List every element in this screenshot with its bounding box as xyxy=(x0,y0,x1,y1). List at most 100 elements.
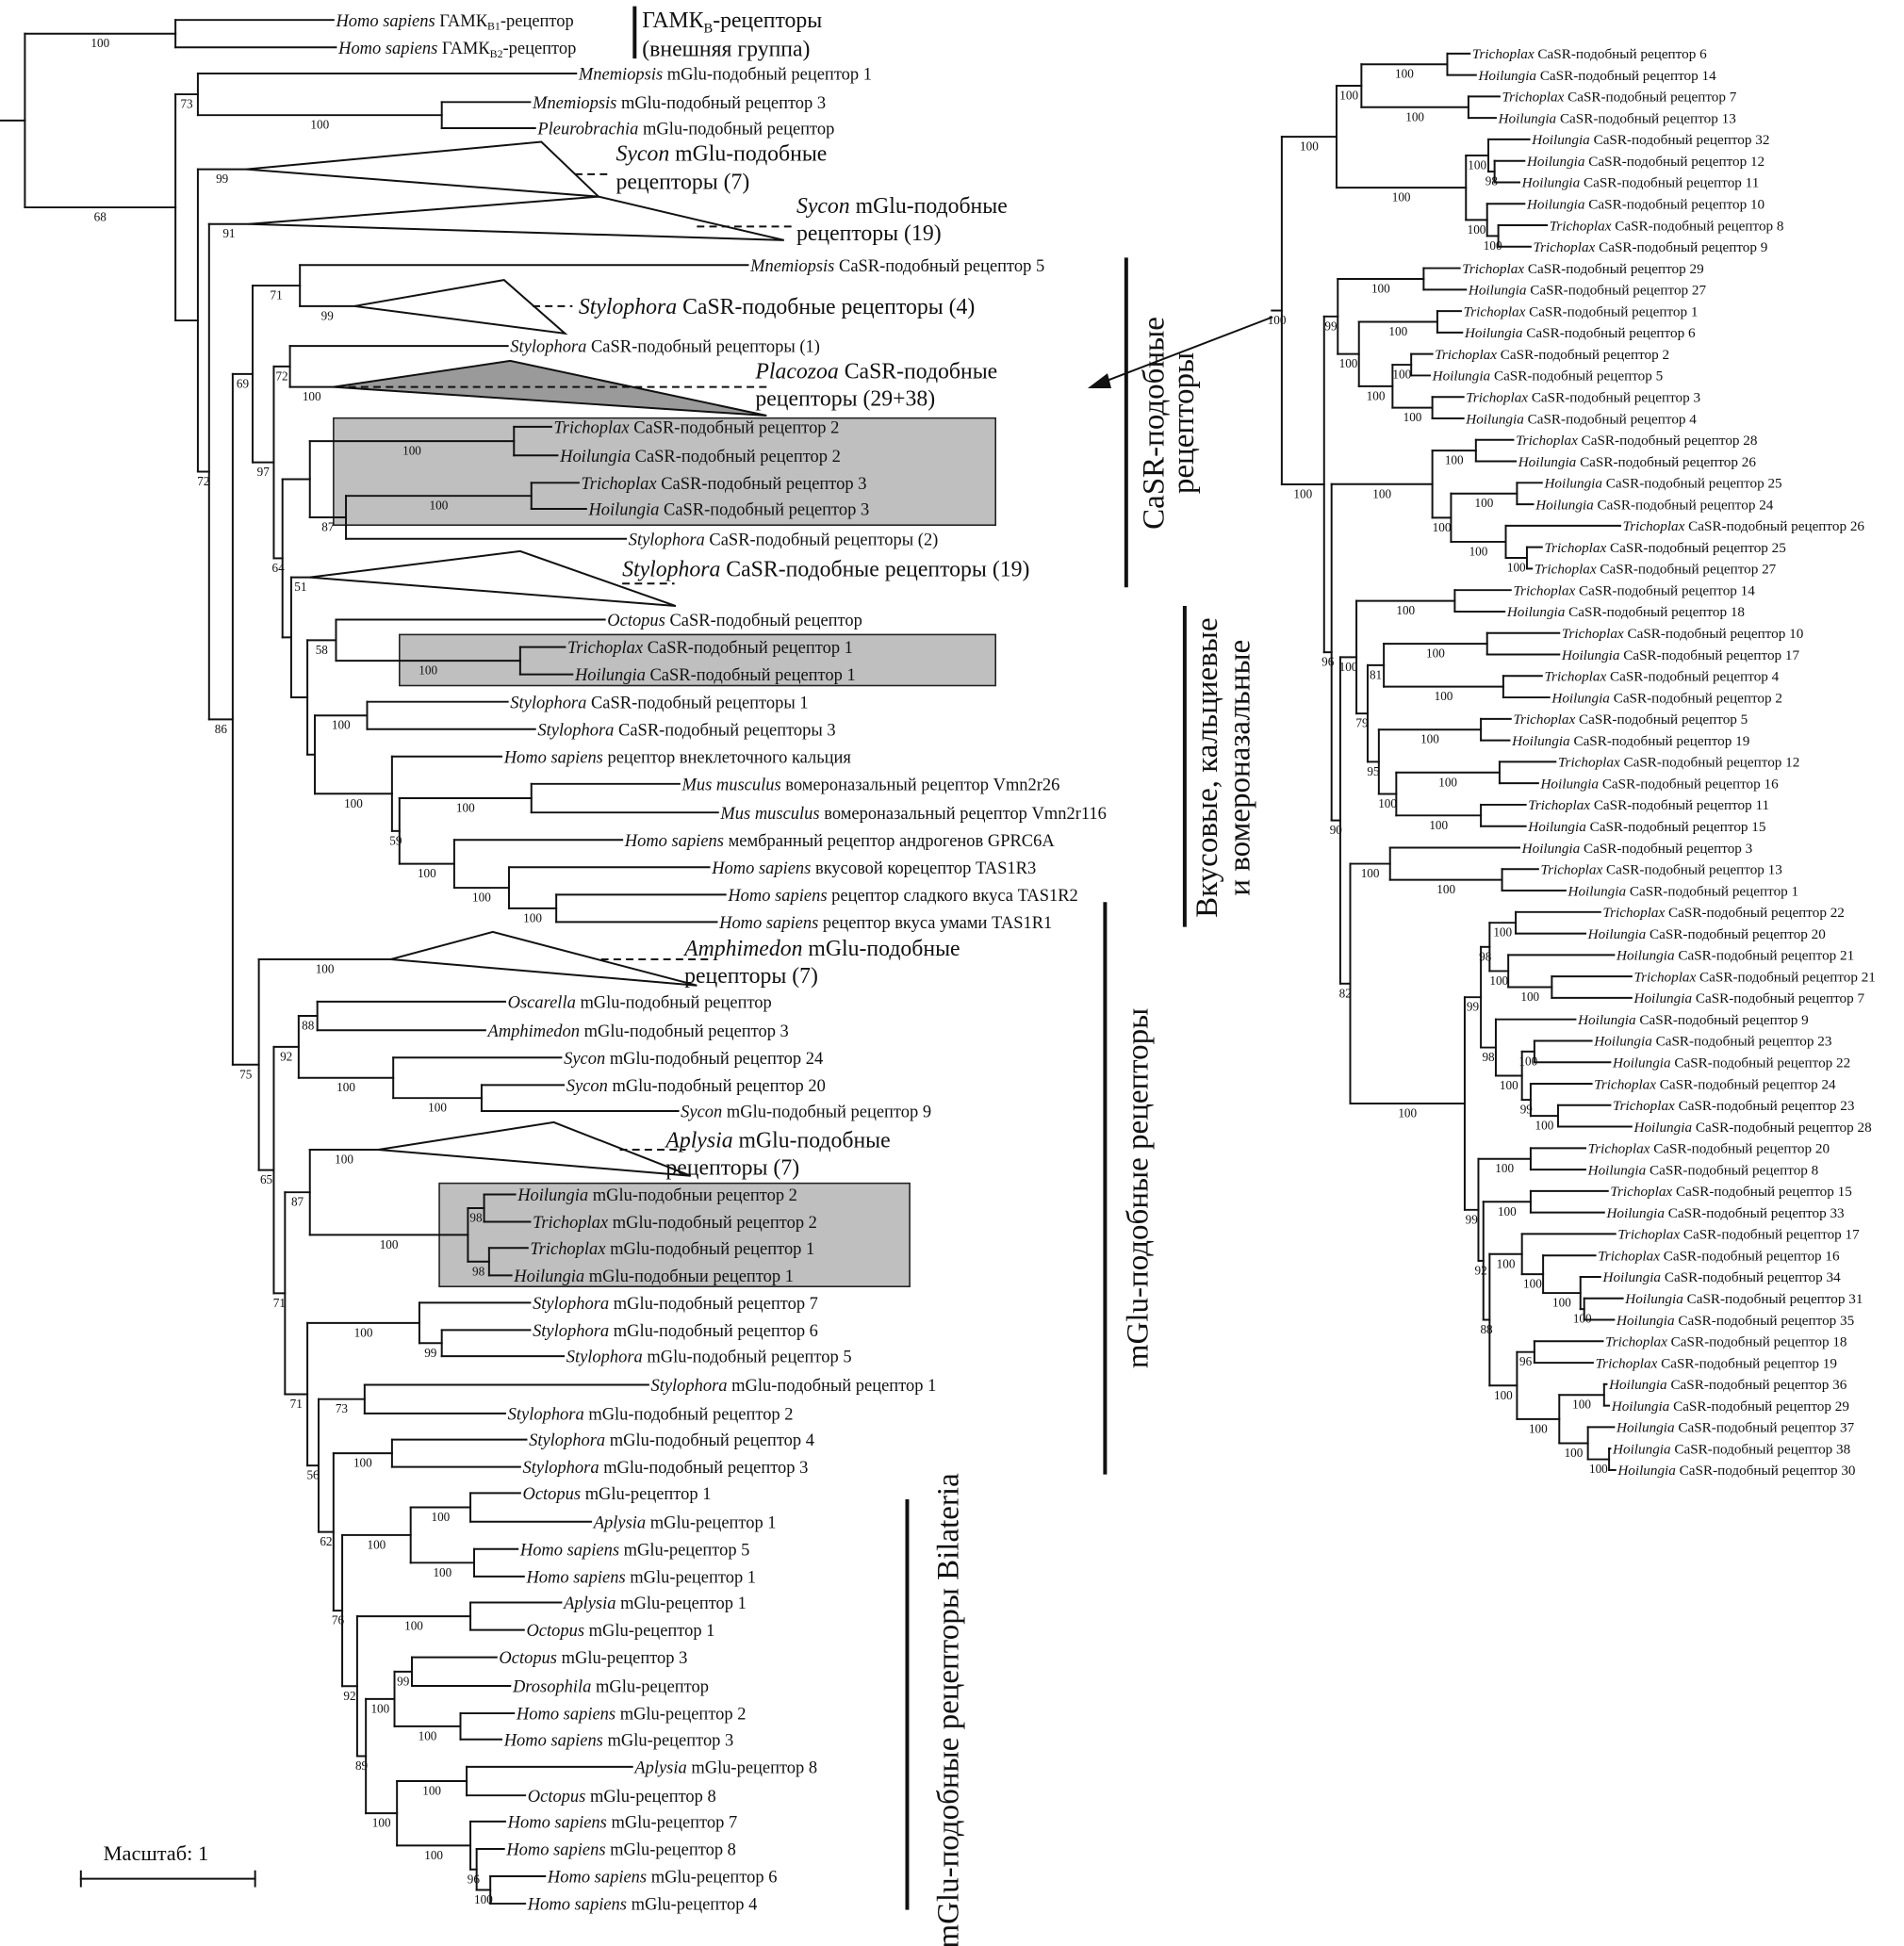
leaf-label: Octopus mGlu-рецептор 3 xyxy=(499,1648,687,1667)
bootstrap-value: 88 xyxy=(302,1019,315,1033)
leaf-label: Hoilungia CaSR-подобный рецептор 3 xyxy=(587,500,869,519)
leaf-label: Hoilungia CaSR-подобный рецептор 31 xyxy=(1624,1291,1863,1307)
leaf-label: Stylophora CaSR-подобный рецепторы 3 xyxy=(537,720,835,739)
leaf-label: Homo sapiens ГАМКВ1-рецептор xyxy=(335,11,573,33)
bootstrap-value: 100 xyxy=(1396,603,1415,617)
bootstrap-value: 100 xyxy=(1468,158,1486,172)
leaf-label: Trichoplax CaSR-подобный рецептор 16 xyxy=(1598,1248,1840,1264)
bootstrap-value: 100 xyxy=(354,1325,373,1339)
bootstrap-value: 100 xyxy=(1403,410,1422,424)
bootstrap-value: 100 xyxy=(1398,1106,1417,1120)
leaf-label: Octopus mGlu-рецептор 8 xyxy=(528,1787,716,1806)
leaf-label: Hoilungia CaSR-подобный рецептор 14 xyxy=(1477,68,1716,84)
leaf-label: Trichoplax CaSR-подобный рецептор 20 xyxy=(1588,1141,1830,1157)
collapsed-clade-triangle xyxy=(246,140,601,198)
leaf-label: Stylophora mGlu-подобный рецептор 1 xyxy=(650,1376,936,1395)
bootstrap-value: 100 xyxy=(1392,368,1411,382)
leaf-label: Stylophora mGlu-подобный рецептор 5 xyxy=(566,1348,852,1366)
leaf-label: Homo sapiens mGlu-рецептор 7 xyxy=(507,1813,738,1832)
bootstrap-value: 100 xyxy=(419,1728,437,1742)
bootstrap-value: 100 xyxy=(424,1848,443,1862)
collapsed-clade-label: Stylophora CaSR-подобные рецепторы (4) xyxy=(579,295,975,319)
bootstrap-value: 100 xyxy=(1436,882,1455,896)
leaf-label: Hoilungia CaSR-подобный рецептор 11 xyxy=(1521,175,1760,191)
bootstrap-value: 100 xyxy=(1445,453,1464,467)
outgroup-label-line2: (внешняя группа) xyxy=(642,37,810,61)
bootstrap-value: 100 xyxy=(303,389,321,403)
leaf-label: Hoilungia CaSR-подобный рецептор 16 xyxy=(1539,776,1779,792)
bootstrap-value: 100 xyxy=(1493,925,1512,940)
bootstrap-value: 100 xyxy=(1518,1054,1537,1068)
leaf-label: Stylophora mGlu-подобный рецептор 6 xyxy=(533,1321,818,1340)
bootstrap-value: 100 xyxy=(316,962,335,976)
bootstrap-value: 58 xyxy=(316,643,329,657)
leaf-label: Hoilungia CaSR-подобный рецептор 28 xyxy=(1633,1120,1873,1136)
collapsed-clade-label-line2: рецепторы (7) xyxy=(665,1155,799,1180)
leaf-label: Hoilungia CaSR-подобный рецептор 33 xyxy=(1605,1205,1844,1221)
leaf-label: Trichoplax CaSR-подобный рецептор 15 xyxy=(1610,1184,1851,1200)
leaf-label: Homo sapiens mGlu-рецептор 8 xyxy=(505,1840,736,1859)
leaf-label: Trichoplax CaSR-подобный рецептор 25 xyxy=(1544,540,1785,556)
bootstrap-value: 100 xyxy=(1420,732,1439,746)
bootstrap-value: 79 xyxy=(1355,716,1369,730)
leaf-label: Homo sapiens mGlu-рецептор 4 xyxy=(527,1895,758,1914)
leaf-label: Trichoplax CaSR-подобный рецептор 24 xyxy=(1594,1076,1836,1092)
collapsed-clade-label-line2: рецепторы (19) xyxy=(796,221,942,246)
bootstrap-value: 100 xyxy=(1435,689,1453,703)
bootstrap-value: 100 xyxy=(1489,973,1508,988)
bootstrap-value: 100 xyxy=(90,36,109,50)
bootstrap-value: 100 xyxy=(370,1701,389,1715)
bootstrap-value: 100 xyxy=(1589,1462,1608,1476)
bootstrap-value: 91 xyxy=(222,226,235,240)
leaf-label: Mus musculus вомероназальный рецептор Vm… xyxy=(681,775,1060,793)
leaf-label: Mnemiopsis mGlu-подобный рецептор 3 xyxy=(532,93,826,112)
leaf-label: Octopus mGlu-рецептор 1 xyxy=(523,1484,712,1503)
bootstrap-value: 100 xyxy=(1372,486,1391,500)
leaf-label: Hoilungia CaSR-подобный рецептор 30 xyxy=(1617,1463,1856,1479)
leaf-label: Trichoplax CaSR-подобный рецептор 6 xyxy=(1472,46,1707,62)
leaf-label: Octopus CaSR-подобный рецептор xyxy=(607,611,862,630)
leaf-label: Hoilungia CaSR-подобный рецептор 10 xyxy=(1526,197,1765,213)
bootstrap-value: 92 xyxy=(280,1049,292,1063)
collapsed-clade-triangle xyxy=(390,930,698,987)
leaf-label: Hoilungia CaSR-подобный рецептор 23 xyxy=(1593,1034,1831,1050)
bootstrap-value: 100 xyxy=(344,796,363,810)
bootstrap-value: 88 xyxy=(1480,1322,1493,1336)
leaf-label: Hoilungia CaSR-подобный рецептор 5 xyxy=(1432,368,1664,384)
bootstrap-value: 68 xyxy=(94,210,107,224)
bootstrap-value: 73 xyxy=(336,1401,349,1415)
bootstrap-value: 100 xyxy=(1529,1421,1548,1435)
bootstrap-value: 97 xyxy=(257,465,271,479)
leaf-label: Homo sapiens mGlu-рецептор 2 xyxy=(516,1705,747,1724)
bootstrap-value: 56 xyxy=(306,1468,320,1482)
bootstrap-value: 100 xyxy=(1371,281,1390,295)
bootstrap-value: 100 xyxy=(1268,313,1287,327)
bootstrap-value: 99 xyxy=(216,172,229,186)
bootstrap-value: 100 xyxy=(402,444,421,458)
bootstrap-value: 100 xyxy=(1535,1119,1554,1133)
collapsed-clade-triangle xyxy=(378,1120,692,1177)
bootstrap-value: 95 xyxy=(1367,764,1380,778)
bootstrap-value: 100 xyxy=(1433,520,1452,534)
bootstrap-value: 100 xyxy=(1494,1388,1513,1402)
bootstrap-value: 100 xyxy=(431,1510,450,1524)
leaf-label: Trichoplax CaSR-подобный рецептор 14 xyxy=(1513,582,1755,598)
leaf-label: Trichoplax CaSR-подобный рецептор 12 xyxy=(1558,755,1799,771)
bootstrap-value: 100 xyxy=(474,1892,493,1906)
leaf-label: Stylophora CaSR-подобный рецепторы (1) xyxy=(510,337,820,357)
bootstrap-value: 100 xyxy=(1429,818,1448,832)
leaf-label: Trichoplax CaSR-подобный рецептор 3 xyxy=(582,474,867,493)
leaf-label: Mus musculus вомероназальный рецептор Vm… xyxy=(719,804,1106,823)
leaf-label: Homo sapiens mGlu-рецептор 6 xyxy=(547,1868,778,1887)
bootstrap-value: 100 xyxy=(1573,1312,1592,1326)
bootstrap-value: 99 xyxy=(397,1674,410,1688)
scale-label: Масштаб: 1 xyxy=(104,1841,209,1865)
bootstrap-value: 100 xyxy=(472,891,491,905)
bootstrap-value: 100 xyxy=(1507,561,1526,575)
leaf-label: Homo sapiens вкусовой корецептор TAS1R3 xyxy=(711,859,1036,877)
leaf-label: Hoilungia mGlu-подобныи рецептор 1 xyxy=(513,1267,794,1285)
leaf-label: Hoilungia CaSR-подобный рецептор 27 xyxy=(1468,283,1707,299)
collapsed-clade-label: Sycon mGlu-подобные xyxy=(796,194,1008,219)
bootstrap-value: 72 xyxy=(275,368,287,383)
